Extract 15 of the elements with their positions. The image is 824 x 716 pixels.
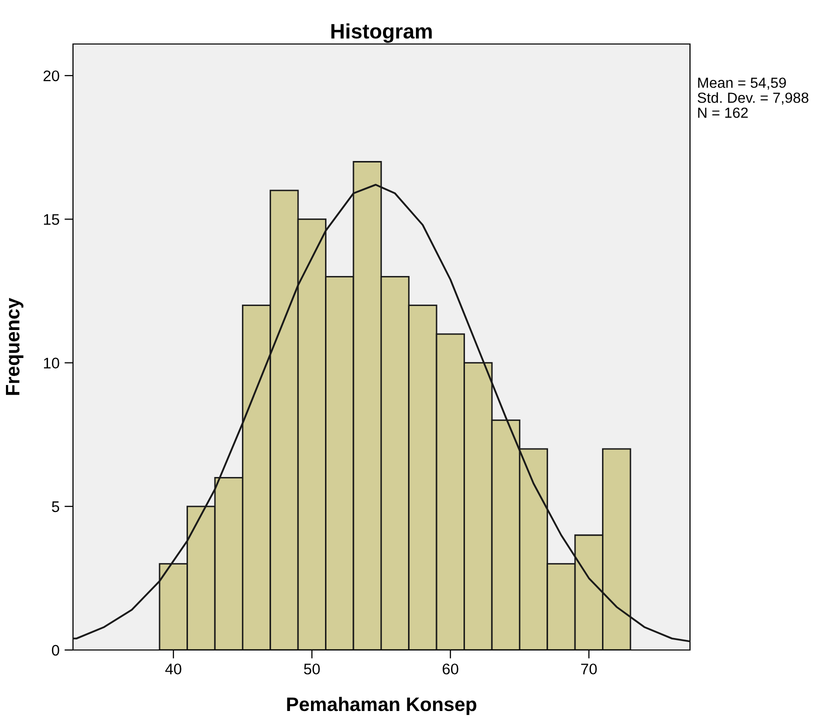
x-axis-title: Pemahaman Konsep: [287, 696, 476, 716]
y-tick-label: 20: [44, 70, 60, 82]
y-tick-label: 10: [44, 358, 60, 368]
y-tick-label: 15: [44, 214, 60, 225]
text: Std. Dev. = 7,988: [698, 92, 808, 105]
y-axis-title: Frequency: [6, 298, 24, 395]
x-tick-label: 40: [165, 664, 182, 674]
y-tick-label: 5: [52, 501, 60, 512]
x-tick-label: 50: [304, 664, 320, 674]
x-tick-label: 70: [581, 664, 597, 674]
text: Mean = 54,59: [698, 78, 786, 90]
chart-title: Histogram: [331, 23, 432, 43]
x-tick-label: 60: [442, 664, 458, 674]
text: N = 162: [698, 108, 748, 118]
y-tick-label: 0: [52, 644, 60, 656]
